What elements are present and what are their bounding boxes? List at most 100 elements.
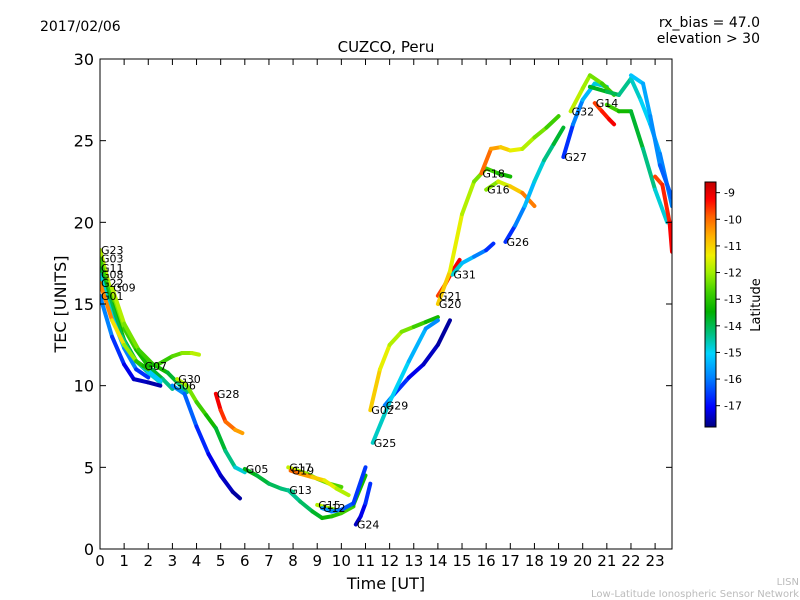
series-segment [184, 383, 199, 404]
series-segment [450, 257, 462, 274]
x-tick-label: 11 [356, 552, 375, 570]
series-G20 [435, 166, 513, 306]
label-g21: G21 [439, 290, 462, 303]
series-segment [484, 166, 501, 176]
series-segment [146, 368, 163, 383]
series-segment [189, 351, 201, 357]
series-segment [542, 141, 556, 163]
label-g29: G29 [386, 399, 409, 412]
series-segment [657, 163, 672, 200]
series-segment [508, 146, 525, 153]
label-g14: G14 [596, 97, 619, 110]
x-tick-label: 22 [621, 552, 640, 570]
label-g17: G17 [289, 461, 312, 474]
x-tick-label: 17 [501, 552, 520, 570]
y-axis-label: TEC [UNITS] [51, 256, 70, 354]
footer-network: Low-Latitude Ionospheric Sensor Network [591, 589, 799, 600]
label-g07: G07 [144, 360, 167, 373]
series-segment [551, 125, 566, 146]
series-segment [377, 342, 392, 372]
series-segment [496, 171, 513, 179]
label-g22: G22 [101, 277, 124, 290]
x-tick-label: 15 [452, 552, 471, 570]
series-segment [100, 248, 115, 298]
colorbar-tick-label: -10 [724, 213, 742, 226]
series-segment [638, 97, 653, 127]
series-segment [298, 471, 315, 480]
series-segment [170, 383, 187, 396]
series-G02 [368, 315, 440, 413]
series-segment [616, 76, 633, 97]
y-tick-label: 25 [74, 132, 94, 151]
x-tick-label: 14 [428, 552, 447, 570]
series-segment [266, 481, 284, 491]
x-tick-label: 9 [312, 552, 322, 570]
label-g24: G24 [357, 519, 380, 532]
series-segment [406, 326, 428, 364]
series-segment [435, 269, 452, 306]
series-segment [155, 354, 175, 367]
series-segment [532, 125, 549, 140]
series-G26 [503, 125, 566, 244]
series-segment [568, 86, 585, 114]
x-axis: 0 1 2 3 4 5 6 7 8 9 10 11 12 13 14 15 16 17 18 19 20 21 22 23 [95, 59, 665, 570]
series-segment [242, 466, 259, 478]
series-segment [447, 212, 465, 274]
series-segment [571, 97, 585, 127]
series-segment [460, 179, 477, 217]
series-segment [339, 501, 356, 512]
series-segment [479, 146, 493, 176]
colorbar-tick-label: -16 [724, 373, 742, 386]
series-segment [110, 334, 127, 367]
label-g05: G05 [246, 463, 269, 476]
series-segment [122, 346, 139, 372]
label-g12: G12 [323, 502, 346, 515]
series-segment [100, 280, 115, 323]
series-segment [286, 488, 303, 504]
rx-bias-label: rx_bias = 47.0 [659, 15, 760, 31]
label-g30: G30 [178, 373, 201, 386]
series-G24 [353, 481, 373, 527]
series-segment [363, 481, 373, 506]
x-tick-label: 23 [646, 552, 665, 570]
x-tick-label: 4 [192, 552, 202, 570]
series-segment [175, 380, 189, 395]
series-G14 [592, 101, 617, 127]
series-G25 [370, 318, 440, 445]
label-g13: G13 [289, 484, 312, 497]
series-segment [194, 400, 209, 418]
label-g02: G02 [371, 404, 394, 417]
series-segment [406, 362, 426, 380]
series-segment [587, 73, 605, 86]
x-tick-label: 8 [288, 552, 298, 570]
series-segment [370, 400, 392, 445]
series-segment [520, 135, 537, 151]
series-segment [254, 473, 271, 486]
label-g31: G31 [453, 269, 476, 282]
series-segment [146, 364, 165, 382]
colorbar-tick-label: -12 [724, 267, 742, 280]
series-segment [435, 318, 452, 347]
series-track-32 [628, 73, 672, 200]
x-tick-label: 5 [216, 552, 226, 570]
chart-title: CUZCO, Peru [338, 38, 435, 56]
series-segment [648, 114, 662, 168]
label-g28: G28 [217, 388, 240, 401]
colorbar [704, 181, 717, 428]
series-segment [134, 347, 151, 369]
series-G06 [170, 383, 242, 501]
elevation-label: elevation > 30 [657, 31, 760, 47]
series-segment [513, 204, 527, 228]
series-segment [298, 499, 315, 514]
series-segment [503, 223, 518, 244]
series-segment [204, 413, 218, 431]
series-segment [194, 424, 211, 457]
series-segment [322, 478, 339, 491]
colorbar-tick-label: -11 [724, 240, 742, 253]
series-segment [484, 179, 501, 192]
colorbar-tick-label: -17 [724, 400, 742, 413]
label-g32: G32 [572, 105, 595, 118]
series-segment [233, 427, 245, 436]
series-segment [182, 391, 199, 429]
